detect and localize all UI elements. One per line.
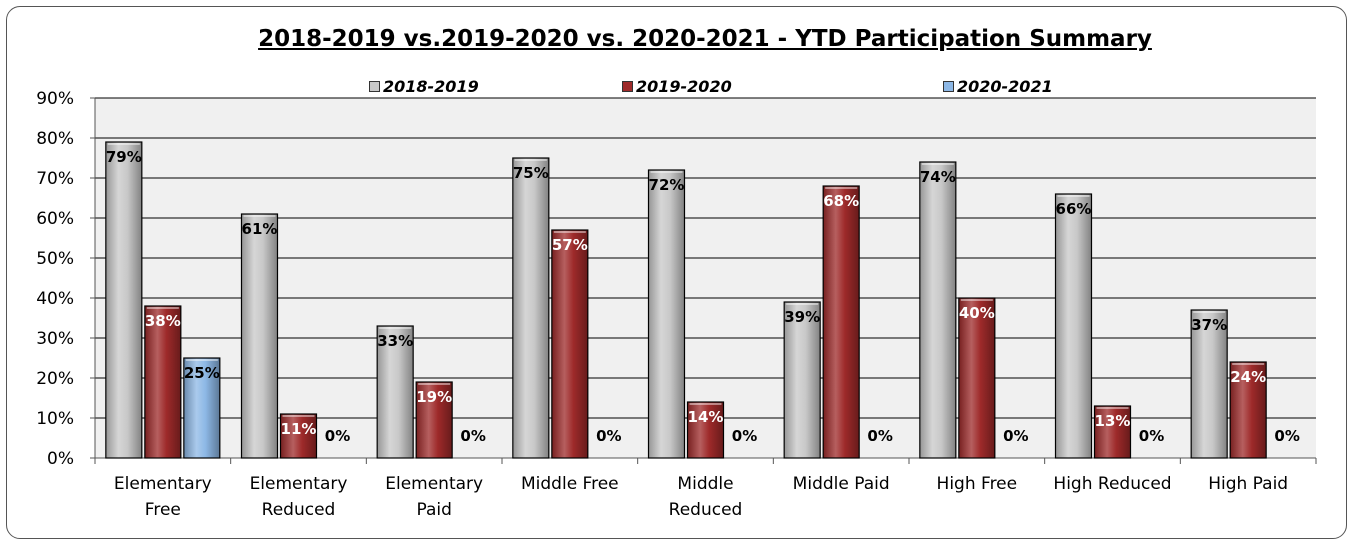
legend-swatch-2020-2021	[943, 80, 954, 92]
data-label-2018-2019: 72%	[649, 176, 685, 194]
legend-swatch-2019-2020	[622, 80, 633, 92]
x-tick-label: High Free	[937, 474, 1018, 494]
data-label-2020-2021: 0%	[1003, 427, 1028, 445]
data-label-2019-2020: 13%	[1095, 412, 1131, 430]
bar-2018-2019	[376, 325, 414, 459]
x-tick-label: Elementary	[385, 474, 483, 494]
y-tick-label: 0%	[47, 449, 74, 469]
data-label-2018-2019: 79%	[106, 148, 142, 166]
data-label-2020-2021: 0%	[460, 427, 485, 445]
y-tick-label: 80%	[36, 129, 74, 149]
bar-2018-2019	[1054, 193, 1093, 459]
data-label-2020-2021: 0%	[867, 427, 892, 445]
x-tick-label: High Paid	[1208, 474, 1288, 494]
bar-2018-2019	[105, 141, 143, 459]
x-tick-label: Free	[145, 500, 181, 520]
x-tick-label: Paid	[416, 500, 451, 520]
data-label-2019-2020: 57%	[552, 236, 588, 254]
bar-2018-2019	[919, 161, 957, 459]
data-label-2018-2019: 74%	[920, 168, 956, 186]
data-label-2020-2021: 25%	[184, 364, 220, 382]
y-tick-label: 60%	[36, 209, 74, 229]
data-label-2018-2019: 66%	[1056, 200, 1092, 218]
data-label-2019-2020: 24%	[1230, 368, 1266, 386]
x-tick-label: Reduced	[669, 500, 743, 520]
y-tick-label: 90%	[36, 89, 74, 109]
data-label-2019-2020: 19%	[416, 388, 452, 406]
data-label-2018-2019: 61%	[242, 220, 278, 238]
data-label-2018-2019: 33%	[377, 332, 413, 350]
data-label-2020-2021: 0%	[596, 427, 621, 445]
legend-label-2019-2020: 2019-2020	[636, 76, 732, 96]
data-label-2019-2020: 68%	[823, 192, 859, 210]
x-tick-label: High Reduced	[1053, 474, 1171, 494]
bar-2019-2020	[551, 229, 589, 459]
bar-2019-2020	[958, 297, 996, 459]
bar-2019-2020	[415, 381, 453, 459]
data-label-2019-2020: 38%	[145, 312, 181, 330]
data-label-2020-2021: 0%	[1139, 427, 1164, 445]
data-label-2019-2020: 14%	[688, 408, 724, 426]
legend-item-2019-2020: 2019-2020	[622, 75, 732, 97]
y-tick-label: 50%	[36, 249, 74, 269]
data-label-2018-2019: 75%	[513, 164, 549, 182]
data-label-2020-2021: 0%	[325, 427, 350, 445]
data-label-2018-2019: 39%	[784, 308, 820, 326]
bar-2019-2020	[279, 413, 318, 459]
bar-2019-2020	[686, 401, 725, 459]
legend-swatch-2018-2019	[369, 80, 380, 92]
bar-2018-2019	[512, 157, 550, 459]
y-tick-label: 30%	[36, 329, 74, 349]
legend-item-2018-2019: 2018-2019	[369, 75, 479, 97]
legend-item-2020-2021: 2020-2021	[943, 75, 1053, 97]
bar-2018-2019	[647, 169, 686, 459]
data-label-2019-2020: 40%	[959, 304, 995, 322]
y-tick-label: 10%	[36, 409, 74, 429]
plot-area	[95, 98, 1316, 458]
data-label-2019-2020: 11%	[281, 420, 317, 438]
y-tick-label: 40%	[36, 289, 74, 309]
bar-2018-2019	[240, 213, 279, 459]
bar-2018-2019	[1190, 309, 1228, 459]
data-label-2020-2021: 0%	[1274, 427, 1299, 445]
y-tick-label: 20%	[36, 369, 74, 389]
bar-2019-2020	[144, 305, 182, 459]
x-tick-label: Reduced	[262, 500, 336, 520]
bar-2018-2019	[783, 301, 821, 459]
y-tick-label: 70%	[36, 169, 74, 189]
x-tick-label: Elementary	[250, 474, 348, 494]
data-label-2020-2021: 0%	[732, 427, 757, 445]
bar-2019-2020	[1229, 361, 1267, 459]
bar-2020-2021	[183, 357, 221, 459]
x-tick-label: Middle Free	[521, 474, 619, 494]
legend-label-2018-2019: 2018-2019	[383, 76, 479, 96]
x-tick-label: Middle Paid	[793, 474, 890, 494]
x-tick-label: Elementary	[114, 474, 212, 494]
bar-2019-2020	[1093, 405, 1132, 459]
legend-label-2020-2021: 2020-2021	[957, 76, 1053, 96]
bar-2019-2020	[822, 185, 860, 459]
x-tick-label: Middle	[677, 474, 733, 494]
chart-title: 2018-2019 vs.2019-2020 vs. 2020-2021 - Y…	[258, 26, 1152, 52]
data-label-2018-2019: 37%	[1191, 316, 1227, 334]
